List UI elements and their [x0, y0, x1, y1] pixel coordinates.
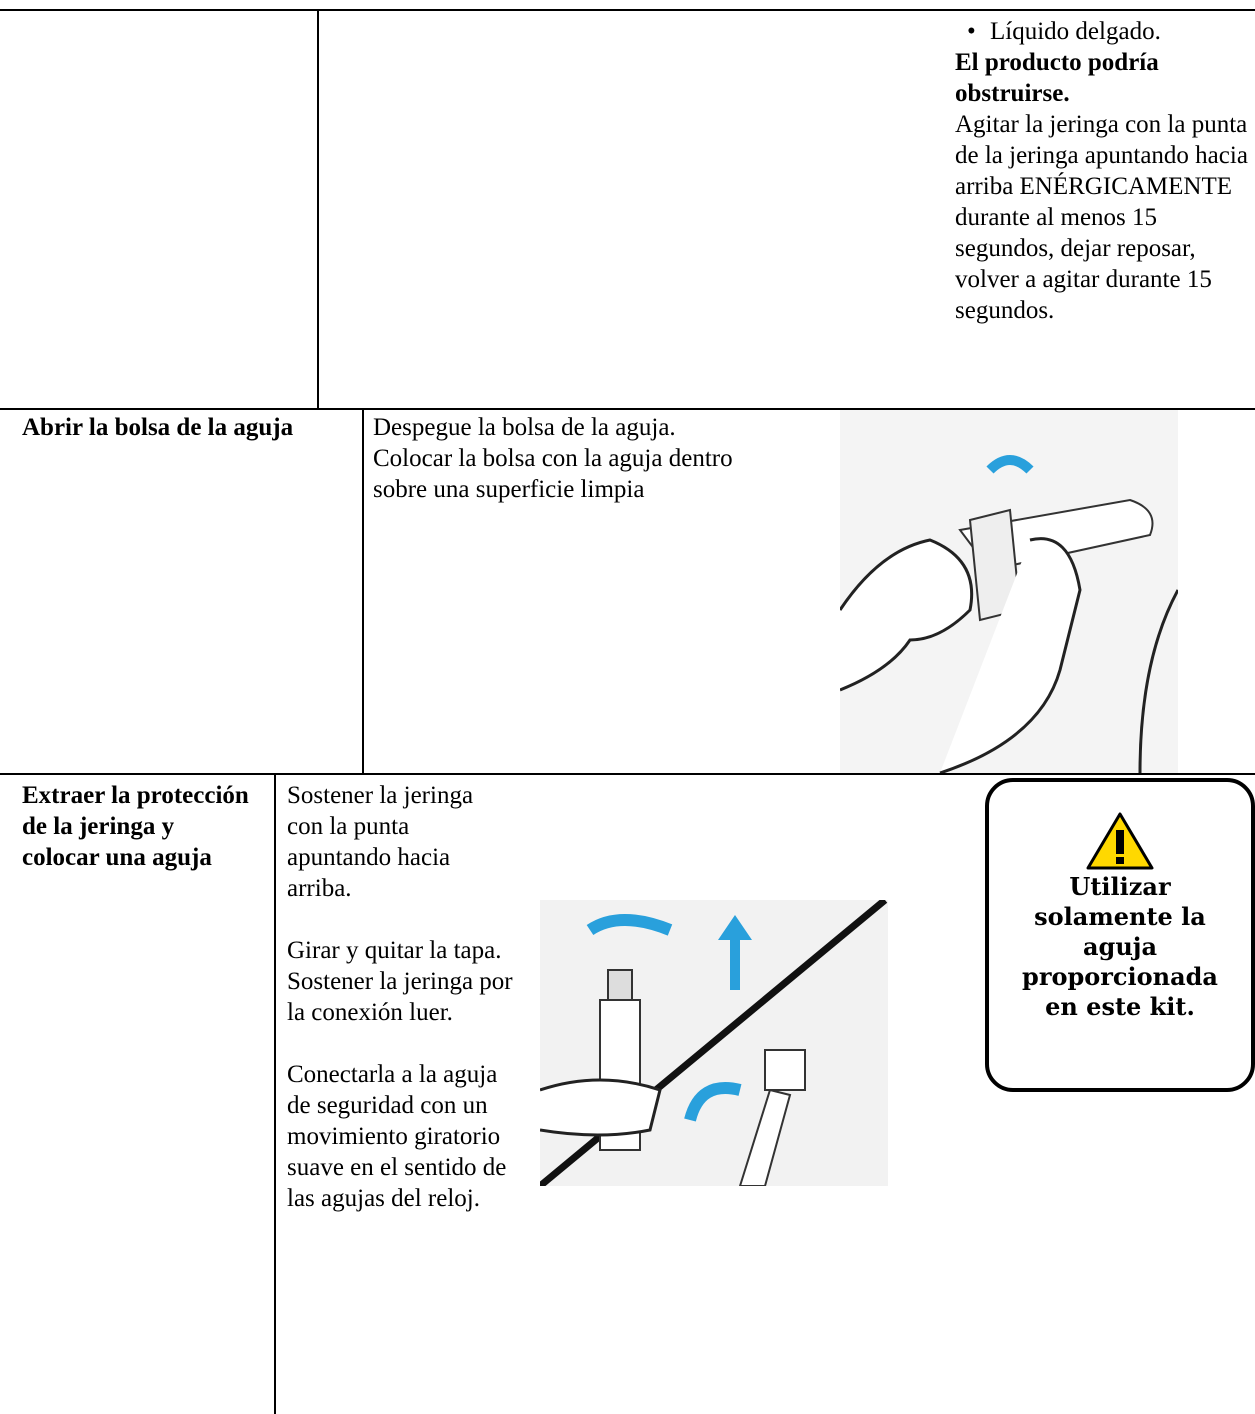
bullet-item: • Líquido delgado.: [967, 18, 1161, 45]
instruction-text: Agitar la jeringa con la punta de la jer…: [955, 111, 1248, 324]
instruction-text: Colocar la bolsa con la aguja dentro sob…: [373, 445, 733, 503]
cell: • Líquido delgado. El producto podría ob…: [955, 16, 1255, 326]
instruction-text: Sostener la jeringa con la punta apuntan…: [287, 782, 474, 902]
instruction-text: Conectarla a la aguja de seguridad con u…: [287, 1061, 507, 1212]
cell: Despegue la bolsa de la aguja. Colocar l…: [373, 412, 743, 505]
warning-text: El producto podría obstruirse.: [955, 49, 1159, 107]
warning-icon: [1086, 812, 1154, 870]
instruction-text: Despegue la bolsa de la aguja.: [373, 414, 676, 441]
bullet-text: Líquido delgado.: [990, 18, 1161, 45]
step-title: Extraer la protección de la jeringa y co…: [22, 782, 249, 871]
table-border: [0, 773, 1255, 775]
step-title: Abrir la bolsa de la aguja: [22, 414, 294, 441]
instruction-text: Sostener la jeringa por la conexión luer…: [287, 968, 513, 1026]
table-border: [0, 9, 1255, 11]
table-border: [362, 408, 364, 774]
caution-text: Utilizar solamente la aguja proporcionad…: [1022, 872, 1218, 1021]
table-border: [0, 408, 1255, 410]
illustration: [540, 900, 888, 1186]
table-border: [274, 773, 276, 1414]
instruction-text: Girar y quitar la tapa.: [287, 937, 502, 964]
table-border: [317, 9, 319, 409]
caution-box: Utilizar solamente la aguja proporcionad…: [985, 778, 1255, 1092]
cell: Sostener la jeringa con la punta apuntan…: [287, 780, 515, 1214]
illustration: [840, 410, 1178, 773]
